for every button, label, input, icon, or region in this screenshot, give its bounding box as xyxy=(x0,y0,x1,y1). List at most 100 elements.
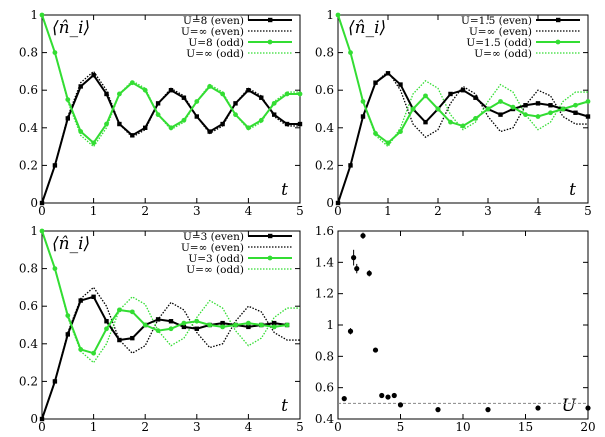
panel-annotation: ⟨n̂_i⟩ xyxy=(52,234,90,254)
data-point xyxy=(142,322,148,328)
data-point xyxy=(271,324,277,330)
data-point xyxy=(233,112,238,118)
legend-marker xyxy=(268,17,273,23)
data-point xyxy=(573,102,578,108)
y-tick-label: 1.4 xyxy=(315,255,334,269)
legend-marker xyxy=(267,255,273,261)
data-point xyxy=(155,112,161,118)
data-point xyxy=(448,119,453,125)
y-tick-label: 1 xyxy=(30,224,38,238)
data-point xyxy=(535,405,541,411)
panel-top-left: 0 1 2 3 4 500.20.40.60.81t⟨n̂_i⟩ U=8 (even)U=∞… xyxy=(19,8,304,218)
data-point xyxy=(284,121,290,127)
x-tick-label: 1 xyxy=(90,420,98,434)
x-tick-label: 5 xyxy=(584,204,592,218)
x-tick-label: 3 xyxy=(193,420,201,434)
data-point xyxy=(258,117,264,123)
data-point xyxy=(258,322,264,328)
y-tick-label: 0.4 xyxy=(19,121,38,135)
legend-label: U=∞ (odd) xyxy=(474,48,532,60)
data-point xyxy=(297,91,303,97)
data-point xyxy=(360,114,366,119)
y-tick-label: 0.6 xyxy=(315,381,334,395)
data-point xyxy=(423,119,428,125)
data-point xyxy=(78,129,84,134)
data-point xyxy=(155,317,161,322)
data-point xyxy=(284,91,290,97)
data-point xyxy=(351,255,357,261)
data-point xyxy=(104,91,109,97)
data-point xyxy=(473,95,478,100)
data-point xyxy=(220,121,225,127)
series-line-1 xyxy=(337,70,588,204)
data-point xyxy=(348,50,353,55)
data-point xyxy=(385,140,391,146)
data-point xyxy=(194,99,200,104)
x-axis-label: t xyxy=(569,180,576,200)
x-tick-label: 1 xyxy=(384,204,392,218)
data-point xyxy=(194,114,199,119)
data-point xyxy=(130,335,135,341)
data-point xyxy=(435,407,441,413)
x-axis-label: t xyxy=(281,180,288,200)
legend-label: U=∞ (odd) xyxy=(186,264,244,276)
data-point xyxy=(168,326,174,332)
y-tick-label: 1 xyxy=(30,8,38,22)
data-point xyxy=(220,91,226,97)
legend-marker xyxy=(555,39,561,45)
data-point xyxy=(498,112,503,117)
data-point xyxy=(391,392,397,399)
y-tick-label: 1.2 xyxy=(315,287,334,301)
x-tick-label: 5 xyxy=(296,420,304,434)
data-point xyxy=(498,99,503,104)
x-tick-label: 4 xyxy=(245,204,253,218)
data-point xyxy=(181,320,187,326)
data-point xyxy=(335,200,341,206)
data-point xyxy=(78,347,84,352)
legend-label: U=3 (even) xyxy=(183,231,244,243)
y-tick-label: 1 xyxy=(326,8,334,22)
data-point xyxy=(360,99,366,104)
data-point xyxy=(448,91,453,97)
y-tick-label: 0.8 xyxy=(19,262,38,276)
data-point xyxy=(573,110,578,115)
data-point xyxy=(104,326,109,332)
data-point xyxy=(39,416,45,422)
data-point xyxy=(379,392,385,399)
data-point xyxy=(130,133,135,138)
data-point xyxy=(181,117,187,123)
x-tick-label: 2 xyxy=(141,420,149,434)
data-point xyxy=(297,121,303,127)
data-point xyxy=(117,337,122,343)
x-tick-label: 0 xyxy=(334,204,342,218)
x-tick-label: 1 xyxy=(90,204,98,218)
data-point xyxy=(207,129,212,134)
data-point xyxy=(155,101,161,106)
data-point xyxy=(372,347,379,353)
legend-label: U=3 (odd) xyxy=(188,253,244,265)
data-point xyxy=(117,307,122,313)
y-tick-label: 0.4 xyxy=(19,337,38,351)
legend-marker xyxy=(267,39,273,45)
data-point xyxy=(585,405,591,411)
y-tick-label: 0.8 xyxy=(315,46,334,60)
y-tick-label: 0 xyxy=(30,412,38,426)
legend-marker xyxy=(556,17,561,23)
data-point xyxy=(272,112,277,117)
x-tick-label: 5 xyxy=(296,204,304,218)
plot-frame xyxy=(337,14,589,204)
x-tick-label: 2 xyxy=(141,204,149,218)
y-tick-label: 0.6 xyxy=(19,83,38,97)
plot-frame xyxy=(337,230,589,420)
data-point xyxy=(271,100,277,106)
data-point xyxy=(510,104,516,110)
data-point xyxy=(548,103,553,108)
data-point xyxy=(65,116,70,121)
data-point xyxy=(360,233,366,239)
data-point xyxy=(233,101,238,106)
data-point xyxy=(233,322,238,328)
data-point xyxy=(117,121,122,127)
legend-label: U=∞ (even) xyxy=(469,26,532,38)
legend-label: U=8 (even) xyxy=(183,15,244,27)
